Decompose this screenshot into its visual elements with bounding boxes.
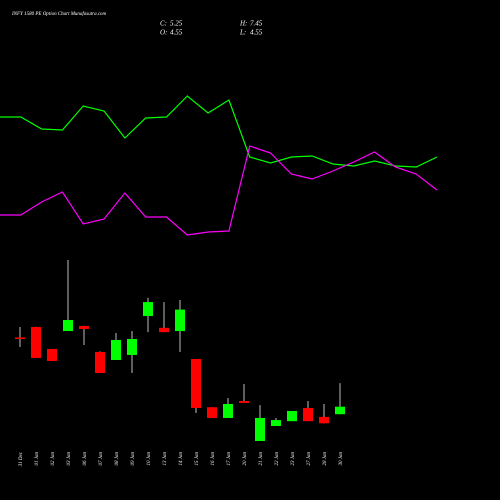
x-tick-label: 17 Jan bbox=[227, 452, 232, 466]
stat-value: 5.25 bbox=[170, 20, 183, 28]
x-tick-label: 22 Jan bbox=[275, 452, 280, 466]
indicator-line bbox=[0, 145, 438, 236]
x-tick-label: 13 Jan bbox=[163, 452, 168, 466]
candle-body bbox=[271, 420, 281, 426]
candle-body bbox=[31, 326, 41, 358]
x-tick-label: 16 Jan bbox=[211, 452, 216, 466]
candle-body bbox=[207, 407, 217, 418]
indicator-line bbox=[0, 95, 438, 168]
candle-body bbox=[79, 326, 89, 330]
x-tick-label: 10 Jan bbox=[147, 452, 152, 466]
candle-body bbox=[191, 358, 201, 408]
candle-body bbox=[335, 406, 345, 415]
candle-body bbox=[47, 348, 57, 361]
chart-title: INFY 1580 PE Option Chart Munafasutra.co… bbox=[11, 12, 107, 17]
x-tick-label: 03 Jan bbox=[67, 452, 72, 466]
x-tick-label: 23 Jan bbox=[291, 452, 296, 466]
stat-value: 4.55 bbox=[250, 29, 263, 37]
candle-body bbox=[95, 351, 105, 373]
candle-body bbox=[223, 404, 233, 418]
candle-body bbox=[239, 400, 249, 403]
x-tick-label: 08 Jan bbox=[115, 452, 120, 466]
stat-label: L: bbox=[239, 29, 246, 37]
candle-body bbox=[159, 327, 169, 333]
x-tick-label: 09 Jan bbox=[131, 452, 136, 466]
candle-body bbox=[15, 337, 25, 339]
x-tick-label: 20 Jan bbox=[243, 452, 248, 466]
stat-label: C: bbox=[160, 20, 167, 28]
x-tick-label: 31 Dec bbox=[19, 451, 24, 466]
stat-value: 7.45 bbox=[250, 20, 263, 28]
x-tick-label: 14 Jan bbox=[179, 452, 184, 466]
candle-body bbox=[63, 320, 73, 332]
x-tick-label: 21 Jan bbox=[259, 452, 264, 466]
x-tick-label: 30 Jan bbox=[339, 452, 344, 466]
x-tick-label: 06 Jan bbox=[83, 452, 88, 466]
x-tick-label: 07 Jan bbox=[99, 452, 104, 466]
candle-body bbox=[175, 309, 185, 332]
x-tick-label: 15 Jan bbox=[195, 452, 200, 466]
x-tick-label: 28 Jan bbox=[323, 452, 328, 466]
stat-value: 4.55 bbox=[170, 29, 183, 37]
candle-body bbox=[127, 338, 137, 355]
x-tick-label: 27 Jan bbox=[307, 452, 312, 466]
x-tick-label: 01 Jan bbox=[35, 452, 40, 466]
x-tick-label: 02 Jan bbox=[51, 452, 56, 466]
candle-body bbox=[111, 339, 121, 361]
stat-label: O: bbox=[160, 29, 167, 37]
stat-label: H: bbox=[239, 20, 247, 28]
candle-body bbox=[255, 417, 265, 442]
candle-body bbox=[287, 410, 297, 422]
candle-body bbox=[143, 302, 153, 317]
candle-body bbox=[303, 407, 313, 422]
candle-body bbox=[319, 416, 329, 424]
